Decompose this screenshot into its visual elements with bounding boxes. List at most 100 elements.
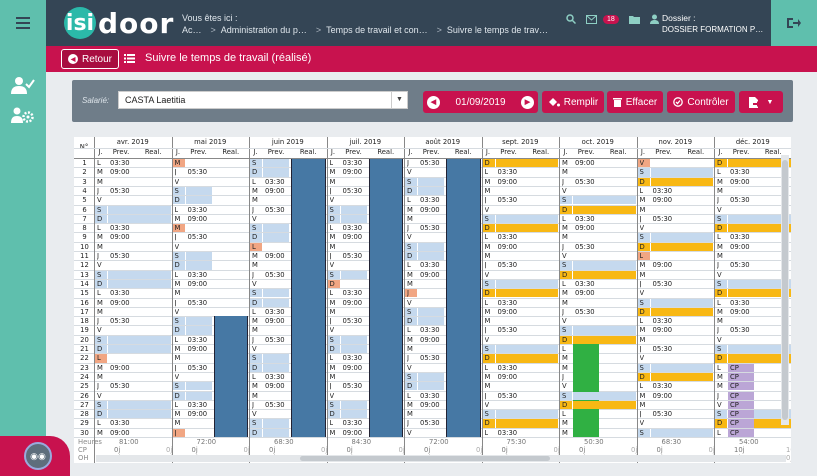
prev-value[interactable]: 05:30 (187, 168, 208, 177)
prev-value[interactable]: 05:30 (730, 196, 750, 205)
prev-value[interactable]: 03:30 (187, 335, 208, 344)
prev-value[interactable]: 09:00 (575, 224, 595, 233)
prev-value[interactable]: 05:30 (420, 419, 440, 428)
prev-value[interactable]: 03:30 (652, 317, 673, 326)
prev-value[interactable]: 05:30 (575, 177, 595, 186)
prev-value[interactable]: 05:30 (110, 317, 130, 326)
prev-value[interactable]: 09:00 (265, 186, 285, 195)
breadcrumb-item[interactable]: Temps de travail et con… (326, 25, 428, 35)
salarie-select[interactable]: CASTA Laetitia ▼ (118, 91, 408, 109)
prev-value[interactable]: 03:30 (420, 196, 440, 205)
remplir-button[interactable]: Remplir (542, 91, 604, 113)
logout-button[interactable] (771, 0, 817, 46)
prev-value[interactable]: CP (730, 391, 739, 400)
prev-value[interactable]: 03:30 (730, 298, 750, 307)
prev-value[interactable]: 03:30 (652, 382, 673, 391)
prev-value[interactable]: 09:00 (342, 298, 363, 307)
prev-value[interactable]: 03:30 (110, 419, 130, 428)
prev-value[interactable]: 05:30 (575, 307, 595, 316)
prev-value[interactable]: 05:30 (652, 410, 673, 419)
prev-value[interactable]: 03:30 (187, 400, 208, 409)
assistant-mascot[interactable]: ◉◉ (0, 436, 70, 476)
prev-value[interactable]: 09:00 (652, 326, 673, 335)
prev-value[interactable]: 09:00 (497, 372, 518, 381)
prev-value[interactable]: 05:30 (265, 400, 285, 409)
breadcrumb-item[interactable]: Suivre le temps de trav… (446, 25, 548, 35)
prev-value[interactable]: 09:00 (187, 214, 208, 223)
prev-value[interactable]: 09:00 (187, 345, 208, 353)
export-dropdown-button[interactable]: ▼ (739, 91, 783, 113)
prev-value[interactable]: 05:30 (265, 335, 285, 344)
vertical-scrollbar-thumb[interactable] (782, 160, 788, 420)
prev-value[interactable]: 05:30 (420, 159, 440, 167)
prev-value[interactable]: 09:00 (497, 242, 518, 251)
prev-value[interactable]: 05:30 (497, 326, 518, 335)
back-button[interactable]: ◀ Retour (61, 49, 120, 69)
prev-value[interactable]: 03:30 (110, 289, 130, 298)
prev-value[interactable]: 03:30 (652, 186, 673, 195)
breadcrumb-item[interactable]: Administration du p… (220, 25, 307, 35)
prev-value[interactable]: 03:30 (497, 298, 518, 307)
prev-value[interactable]: 09:00 (265, 382, 285, 391)
dossier-info[interactable]: Dossier : DOSSIER FORMATION P… (662, 12, 763, 36)
prev-value[interactable]: 05:30 (342, 382, 363, 391)
prev-value[interactable]: 09:00 (420, 205, 440, 214)
prev-value[interactable]: 09:00 (342, 233, 363, 242)
prev-value[interactable]: 09:00 (110, 168, 130, 177)
prev-value[interactable]: 05:30 (730, 326, 750, 335)
prev-value[interactable]: 05:30 (342, 317, 363, 326)
prev-value[interactable]: 05:30 (652, 345, 673, 353)
prev-value[interactable]: 05:30 (497, 196, 518, 205)
effacer-button[interactable]: Effacer (607, 91, 663, 113)
prev-value[interactable]: 05:30 (652, 279, 673, 288)
prev-value[interactable]: 03:30 (497, 428, 518, 437)
prev-value[interactable]: 03:30 (110, 159, 130, 167)
prev-value[interactable]: 09:00 (730, 177, 750, 186)
prev-value[interactable]: 05:30 (265, 205, 285, 214)
menu-button[interactable] (0, 0, 46, 46)
prev-value[interactable]: 05:30 (110, 186, 130, 195)
prev-value[interactable]: 03:30 (497, 363, 518, 372)
prev-value[interactable]: 09:00 (265, 317, 285, 326)
prev-value[interactable]: 03:30 (342, 289, 363, 298)
prev-value[interactable]: 05:30 (187, 233, 208, 242)
prev-value[interactable]: 05:30 (420, 224, 440, 233)
prev-value[interactable]: CP (730, 400, 739, 409)
prev-value[interactable]: 09:00 (342, 428, 363, 437)
prev-value[interactable]: CP (730, 428, 739, 437)
prev-value[interactable]: 03:30 (497, 233, 518, 242)
prev-value[interactable]: 09:00 (652, 261, 673, 270)
prev-value[interactable]: CP (730, 410, 739, 419)
horizontal-scrollbar-thumb[interactable] (300, 456, 550, 461)
prev-value[interactable]: 09:00 (110, 233, 130, 242)
prev-value[interactable]: 03:30 (265, 372, 285, 381)
controler-button[interactable]: Contrôler (667, 91, 735, 113)
prev-value[interactable]: 05:30 (497, 261, 518, 270)
prev-value[interactable]: 05:30 (342, 252, 363, 260)
prev-value[interactable]: CP (730, 419, 739, 428)
sidebar-item-user-check[interactable] (10, 74, 36, 96)
prev-value[interactable]: 03:30 (730, 233, 750, 242)
prev-value[interactable]: 09:00 (575, 159, 595, 167)
prev-value[interactable]: 03:30 (187, 270, 208, 279)
prev-value[interactable]: 09:00 (110, 363, 130, 372)
prev-value[interactable]: 05:30 (342, 186, 363, 195)
prev-value[interactable]: 09:00 (575, 289, 595, 298)
prev-value[interactable]: CP (730, 382, 739, 391)
prev-value[interactable]: 03:30 (575, 279, 595, 288)
prev-value[interactable]: 05:30 (652, 214, 673, 223)
prev-value[interactable]: 09:00 (730, 307, 750, 316)
prev-value[interactable]: 09:00 (652, 391, 673, 400)
next-date-button[interactable]: ▶ (521, 95, 534, 109)
prev-value[interactable]: 03:30 (342, 419, 363, 428)
prev-value[interactable]: 09:00 (497, 307, 518, 316)
prev-value[interactable]: 03:30 (187, 205, 208, 214)
prev-date-button[interactable]: ◀ (427, 95, 440, 109)
prev-value[interactable]: 03:30 (420, 326, 440, 335)
prev-value[interactable]: 09:00 (187, 410, 208, 419)
search-icon[interactable] (566, 14, 576, 24)
prev-value[interactable]: 09:00 (652, 196, 673, 205)
prev-value[interactable]: 05:30 (497, 391, 518, 400)
date-value[interactable]: 01/09/2019 (455, 96, 506, 108)
breadcrumb-item[interactable]: Ac… (182, 25, 202, 35)
